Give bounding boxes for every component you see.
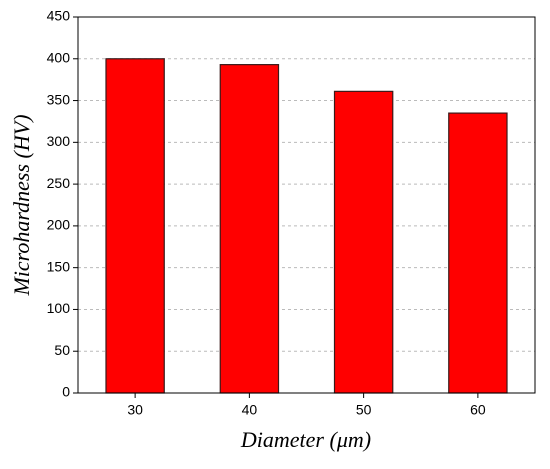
x-tick-label: 60	[470, 402, 486, 418]
x-axis-title: Diameter (μm)	[240, 427, 371, 452]
y-tick-label: 150	[47, 258, 71, 274]
bar	[448, 112, 508, 394]
bar	[333, 90, 394, 394]
y-tick-label: 450	[47, 8, 71, 24]
y-tick-label: 200	[47, 217, 71, 233]
y-tick-label: 400	[47, 49, 71, 65]
y-tick-label: 300	[47, 133, 71, 149]
x-tick-label: 50	[356, 402, 372, 418]
y-axis-title: Microhardness (HV)	[9, 114, 34, 296]
plot-frame	[77, 16, 536, 394]
x-tick-label: 40	[242, 402, 258, 418]
bar	[105, 58, 165, 394]
x-tick-label: 30	[127, 402, 143, 418]
y-tick-label: 50	[54, 342, 70, 358]
y-tick-label: 0	[62, 384, 70, 400]
y-tick-label: 350	[47, 91, 71, 107]
y-tick-label: 250	[47, 175, 71, 191]
bar	[219, 64, 280, 394]
y-tick-label: 100	[47, 300, 71, 316]
